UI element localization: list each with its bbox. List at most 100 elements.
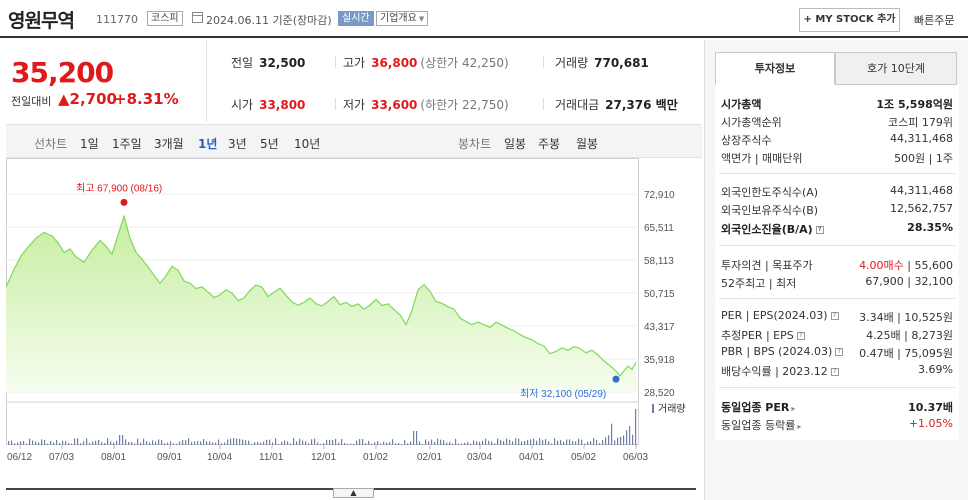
- help-icon[interactable]: ?: [796, 332, 805, 340]
- candle-daily[interactable]: 일봉: [504, 137, 527, 151]
- volume-bar: [626, 430, 628, 445]
- help-icon[interactable]: ?: [830, 312, 839, 320]
- volume-bar: [170, 441, 172, 445]
- volume-bar: [110, 441, 112, 445]
- info-row-market-cap: 시가총액 1조 5,598억원: [721, 98, 953, 111]
- volume-bar: [275, 438, 277, 445]
- volume-bar: [569, 439, 571, 445]
- volume-bar: [53, 442, 55, 445]
- volume-bar: [440, 439, 442, 445]
- tab-order-book[interactable]: 호가 10단계: [835, 52, 957, 85]
- volume-bar: [365, 443, 367, 445]
- volume-bar: [371, 443, 373, 445]
- price-panel: 35,200 전일대비 ▲2,700 +8.31%: [6, 40, 206, 120]
- volume-bar: [383, 441, 385, 445]
- volume-bar: [155, 441, 157, 445]
- volume-bar: [182, 439, 184, 445]
- market-badge: 코스피: [147, 11, 183, 26]
- volume-bar: [479, 441, 481, 445]
- my-stock-add-button[interactable]: + MY STOCK 추가: [799, 8, 900, 32]
- volume-bar: [437, 438, 439, 445]
- help-icon[interactable]: ?: [815, 226, 824, 234]
- volume-bar: [185, 440, 187, 445]
- info-row-sector-per[interactable]: 동일업종 PER ▸ 10.37배: [721, 401, 953, 414]
- volume-bar: [374, 442, 376, 445]
- help-icon[interactable]: ?: [835, 348, 844, 356]
- volume-bar: [158, 439, 160, 445]
- volume-bar: [506, 438, 508, 445]
- volume-bar: [425, 439, 427, 445]
- range-1y[interactable]: 1년: [198, 137, 218, 151]
- volume-bar: [302, 440, 304, 445]
- volume-bar: [83, 441, 85, 445]
- volume-bar: [20, 441, 22, 445]
- candle-weekly[interactable]: 주봉: [538, 137, 561, 151]
- volume-bar: [62, 440, 64, 445]
- stock-code: 111770: [96, 13, 138, 26]
- range-5y[interactable]: 5년: [260, 137, 279, 151]
- volume-bar: [332, 440, 334, 445]
- volume-bar: [377, 441, 379, 445]
- volume-bar: [521, 441, 523, 445]
- range-10y[interactable]: 10년: [294, 137, 321, 151]
- realtime-button[interactable]: 실시간: [338, 11, 374, 26]
- candle-monthly[interactable]: 월봉: [576, 137, 599, 151]
- volume-bar: [611, 423, 613, 445]
- volume-bar: [386, 442, 388, 445]
- volume-bar: [218, 439, 220, 445]
- range-3m[interactable]: 3개월: [154, 137, 184, 151]
- volume-bar: [500, 440, 502, 445]
- price-area: [6, 216, 636, 392]
- chart-resize-handle[interactable]: ▲: [333, 488, 374, 498]
- volume-bar: [452, 443, 454, 445]
- line-chart-label[interactable]: 선차트: [34, 137, 68, 151]
- volume-bar: [14, 443, 16, 445]
- volume-bar: [590, 441, 592, 445]
- volume-bar: [509, 439, 511, 445]
- volume-bar: [140, 442, 142, 445]
- volume-bar: [455, 438, 457, 445]
- volume-bar: [542, 440, 544, 445]
- volume-legend-swatch: [652, 404, 654, 413]
- price-chart-svg: 72,910 65,511 58,113 50,715 43,317 35,918 28,5…: [6, 158, 696, 490]
- volume-bar: [563, 441, 565, 445]
- calendar-icon: [192, 12, 203, 23]
- stat-low: 저가 33,600 (하한가 22,750): [343, 98, 509, 112]
- range-1w[interactable]: 1주일: [112, 137, 142, 151]
- info-row-est-per: 추정PER | EPS? 4.25배 | 8,273원: [721, 329, 953, 342]
- tab-investment-info[interactable]: 투자정보: [715, 52, 835, 85]
- volume-bar: [497, 438, 499, 445]
- info-row-sector-change[interactable]: 동일업종 등락률 ▸ +1.05%: [721, 417, 953, 432]
- quick-order-link[interactable]: 빠른주문: [914, 14, 955, 27]
- volume-bar: [323, 443, 325, 445]
- price-chart: 72,910 65,511 58,113 50,715 43,317 35,918 28,5…: [6, 158, 696, 490]
- volume-bar: [503, 441, 505, 445]
- volume-bar: [230, 438, 232, 445]
- volume-bar: [560, 440, 562, 445]
- volume-bar: [311, 439, 313, 445]
- volume-bar: [359, 439, 361, 445]
- volume-bar: [80, 443, 82, 445]
- volume-bar: [353, 443, 355, 445]
- stat-open: 시가 33,800: [231, 98, 306, 112]
- volume-bar: [242, 439, 244, 445]
- change-label: 전일대비: [11, 95, 52, 108]
- volume-bar: [335, 438, 337, 445]
- volume-bar: [50, 441, 52, 445]
- range-3y[interactable]: 3년: [228, 137, 247, 151]
- help-icon[interactable]: ?: [830, 368, 839, 376]
- volume-bar: [296, 441, 298, 445]
- volume-bar: [392, 439, 394, 445]
- stat-amount: 거래대금 27,376 백만: [555, 98, 678, 112]
- company-info-label: 기업개요: [380, 13, 417, 24]
- volume-bar: [356, 440, 358, 445]
- company-info-dropdown[interactable]: 기업개요 ▼: [376, 11, 429, 26]
- info-row-par: 액면가 | 매매단위 500원 | 1주: [721, 152, 953, 165]
- min-point-marker: [612, 375, 620, 383]
- candle-chart-label[interactable]: 봉차트: [458, 137, 492, 151]
- volume-bar: [212, 442, 214, 445]
- volume-bar: [146, 441, 148, 445]
- range-1d[interactable]: 1일: [80, 137, 99, 151]
- x-tick-label: 07/03: [49, 452, 74, 463]
- volume-bar: [23, 440, 25, 445]
